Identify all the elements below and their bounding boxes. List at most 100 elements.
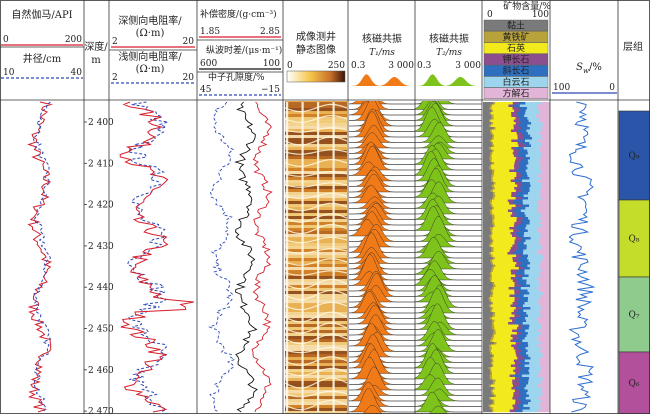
header-depth-track: 深度/ m: [84, 40, 108, 66]
header-gr-track: 自然伽马/API 0 200 井径/cm 10 40: [1, 8, 83, 79]
mineral-segment: [515, 372, 521, 375]
mineral-segment: [483, 147, 490, 150]
mineral-segment: [494, 319, 513, 323]
mineral-segment: [512, 279, 518, 283]
mineral-segment: [521, 222, 530, 225]
mineral-segment: [539, 322, 550, 325]
mineral-segment: [518, 257, 528, 260]
mineral-segment: [492, 362, 516, 365]
mineral-segment: [483, 177, 492, 180]
mineral-segment: [490, 119, 514, 123]
mineral-segment: [483, 159, 490, 163]
mineral-segment: [489, 119, 491, 123]
mineral-segment: [492, 187, 496, 190]
mineral-segment: [510, 334, 518, 338]
mineral-segment: [526, 334, 540, 338]
mineral-segment: [527, 264, 541, 268]
mineral-segment: [542, 257, 550, 260]
t2-header-distribution: [417, 74, 479, 86]
mineral-segment: [521, 332, 529, 335]
mineral-segment: [511, 147, 516, 150]
mineral-segment: [522, 322, 540, 325]
mineral-segment: [483, 404, 489, 408]
t2-title: 核磁共振: [429, 32, 469, 45]
depth-label: 2 460: [88, 366, 114, 376]
image-band: [285, 159, 347, 163]
image-band: [285, 108, 347, 112]
mineral-segment: [483, 229, 491, 233]
mineral-segment: [537, 287, 550, 290]
mineral-segment: [492, 199, 509, 203]
header-t2-track: 核磁共振 T₂/ms 0.3 3 000: [417, 32, 481, 86]
mineral-segment: [542, 377, 550, 380]
mineral-segment: [529, 407, 542, 410]
mineral-segment: [522, 324, 530, 328]
mineral-segment: [483, 394, 495, 398]
image-band: [285, 255, 347, 259]
mineral-segment: [494, 222, 515, 225]
t2-min: 0.3: [417, 61, 432, 71]
sw-title: Sw/%: [576, 62, 602, 75]
mineral-segment: [489, 352, 493, 355]
mineral-segment: [495, 127, 515, 130]
mineral-segment: [540, 164, 550, 168]
mineral-segment: [491, 232, 493, 235]
mineral-segment: [542, 177, 550, 180]
mineral-segment: [520, 342, 529, 345]
mineral-segment: [483, 319, 493, 323]
mineral-segment: [483, 314, 493, 318]
deep-res-curve: [119, 101, 194, 413]
mineral-segment: [541, 102, 550, 105]
mineral-segment: [493, 394, 497, 398]
mineral-segment: [538, 179, 550, 183]
mineral-segment: [509, 374, 515, 378]
mineral-segment: [542, 332, 550, 335]
mineral-segment: [522, 202, 538, 205]
mineral-segment: [542, 124, 550, 128]
mineral-segment: [542, 197, 550, 200]
mineral-segment: [492, 237, 516, 240]
mineral-segment: [542, 224, 550, 228]
mineral-segment: [492, 282, 495, 285]
mineral-segment: [489, 349, 492, 353]
header-resistivity-track: 深侧向电阻率/ (Ω·m) 2 20 浅侧向电阻率/ (Ω·m) 2 20: [111, 14, 195, 84]
mineral-segment: [514, 362, 522, 365]
mineral-segment: [529, 324, 542, 328]
mineral-segment: [511, 312, 517, 315]
mineral-segment: [522, 157, 531, 160]
mineral-segment: [526, 164, 541, 168]
mineral-segment: [525, 347, 543, 350]
mineral-segment: [483, 139, 491, 143]
mineral-segment: [520, 254, 529, 258]
mineral-segment: [537, 229, 550, 233]
mineral-segment: [513, 154, 519, 158]
mineral-segment: [514, 287, 522, 290]
mineral-segment: [518, 359, 526, 363]
mineral-segment: [523, 242, 539, 245]
image-sinusoid: [285, 223, 347, 235]
image-title: 成像测井: [296, 30, 336, 43]
mineral-segment: [529, 222, 541, 225]
image-band: [285, 306, 347, 310]
mineral-segment: [519, 392, 527, 395]
image-band: [285, 132, 347, 136]
mineral-segment: [493, 174, 517, 178]
mineral-segment: [542, 347, 550, 350]
mineral-segment: [520, 122, 532, 125]
mineral-segment: [508, 287, 515, 290]
image-band: [285, 402, 347, 406]
mineral-segment: [492, 109, 515, 113]
mineral-segment: [489, 164, 492, 168]
mineral-segment: [492, 357, 518, 360]
mineral-segment: [528, 197, 543, 200]
mineral-segment: [510, 214, 516, 218]
mineral-segment: [516, 217, 523, 220]
image-band: [285, 270, 347, 274]
mineral-segment: [483, 187, 493, 190]
mineral-segment: [483, 242, 491, 245]
mineral-segment: [524, 359, 541, 363]
mineral-segment: [490, 212, 493, 215]
mineral-segment: [540, 274, 550, 278]
mineral-segment: [523, 294, 542, 298]
mineral-segment: [524, 114, 536, 118]
